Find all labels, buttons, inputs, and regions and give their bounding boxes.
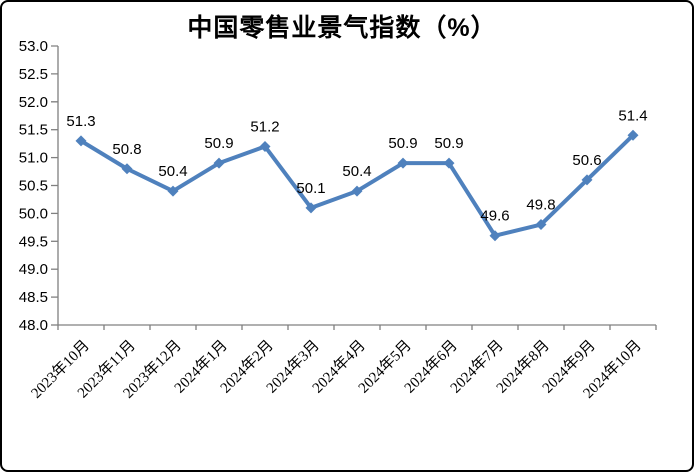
y-tick-label: 51.0: [19, 150, 48, 167]
data-point-label: 50.9: [388, 135, 417, 152]
data-point-marker: [581, 174, 593, 186]
data-point-label: 49.6: [480, 208, 509, 225]
data-point-label: 49.8: [526, 197, 555, 214]
y-tick-label: 51.5: [19, 122, 48, 139]
data-point-marker: [351, 185, 363, 197]
data-point-label: 50.4: [342, 163, 371, 180]
chart-title: 中国零售业景气指数（%）: [187, 14, 497, 42]
data-point-label: 51.2: [250, 118, 279, 135]
data-point-label: 51.3: [66, 113, 95, 130]
data-point-marker: [535, 219, 547, 231]
data-point-marker: [75, 135, 87, 147]
data-point-marker: [397, 157, 409, 169]
y-tick-label: 49.5: [19, 233, 48, 250]
data-point-label: 50.8: [112, 141, 141, 158]
data-point-label: 50.4: [158, 163, 187, 180]
y-tick-label: 48.5: [19, 289, 48, 306]
data-point-marker: [213, 157, 225, 169]
data-point-label: 50.1: [296, 180, 325, 197]
data-point-label: 50.6: [572, 152, 601, 169]
data-point-marker: [259, 140, 271, 152]
data-line: [79, 133, 635, 238]
data-point-label: 50.9: [434, 135, 463, 152]
data-point-marker: [305, 202, 317, 214]
data-point-marker: [167, 185, 179, 197]
data-point-label: 51.4: [618, 107, 647, 124]
data-point-label: 50.9: [204, 135, 233, 152]
data-point-marker: [121, 163, 133, 175]
data-point-marker: [627, 129, 639, 141]
y-tick-label: 52.5: [19, 66, 48, 83]
y-tick-label: 49.0: [19, 261, 48, 278]
y-tick-label: 50.5: [19, 178, 48, 195]
data-point-marker: [443, 157, 455, 169]
y-tick-label: 48.0: [19, 317, 48, 334]
y-tick-label: 50.0: [19, 205, 48, 222]
data-point-marker: [489, 230, 501, 242]
y-tick-label: 53.0: [19, 38, 48, 55]
y-tick-label: 52.0: [19, 94, 48, 111]
